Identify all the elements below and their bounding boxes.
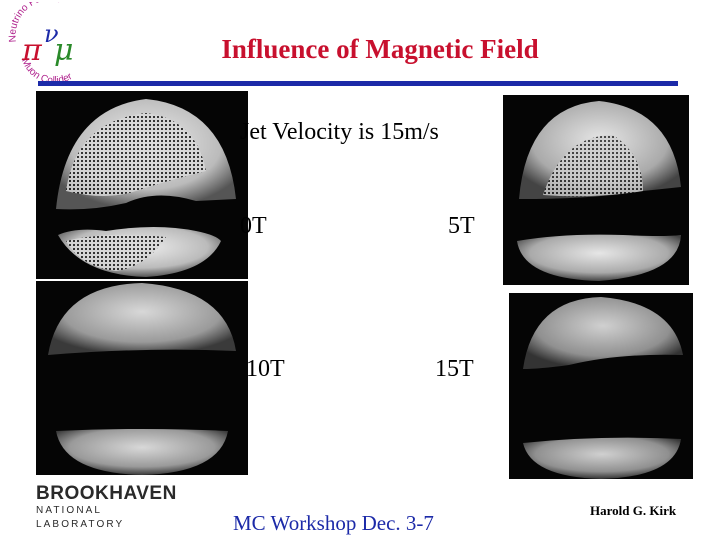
svg-text:μ: μ [54,33,74,68]
svg-text:ν: ν [44,20,59,48]
jet-photo-15T [509,293,693,479]
footer-workshop: MC Workshop Dec. 3-7 [233,511,434,535]
brookhaven-logo: BROOKHAVEN NATIONAL LABORATORY [36,483,192,531]
brookhaven-wordmark: BROOKHAVEN [36,483,177,504]
slide-title: Influence of Magnetic Field [221,34,539,64]
jet-velocity-heading: Jet Velocity is 15m/s [240,119,439,145]
footer-author: Harold G. Kirk [590,503,677,518]
neutrino-factory-logo: Neutrino Factory Muon Collider π ν μ [4,0,96,87]
field-label-5T: 5T [448,213,475,239]
brookhaven-subtitle: NATIONAL LABORATORY [36,505,125,530]
field-label-15T: 15T [435,356,474,382]
jet-photo-5T [503,95,689,285]
title-rule [38,81,678,86]
svg-text:π: π [21,33,43,68]
jet-photo-10T [36,281,248,475]
field-label-0T: 0T [240,213,267,239]
field-label-10T: 10T [246,356,285,382]
jet-photo-0T [36,91,248,279]
